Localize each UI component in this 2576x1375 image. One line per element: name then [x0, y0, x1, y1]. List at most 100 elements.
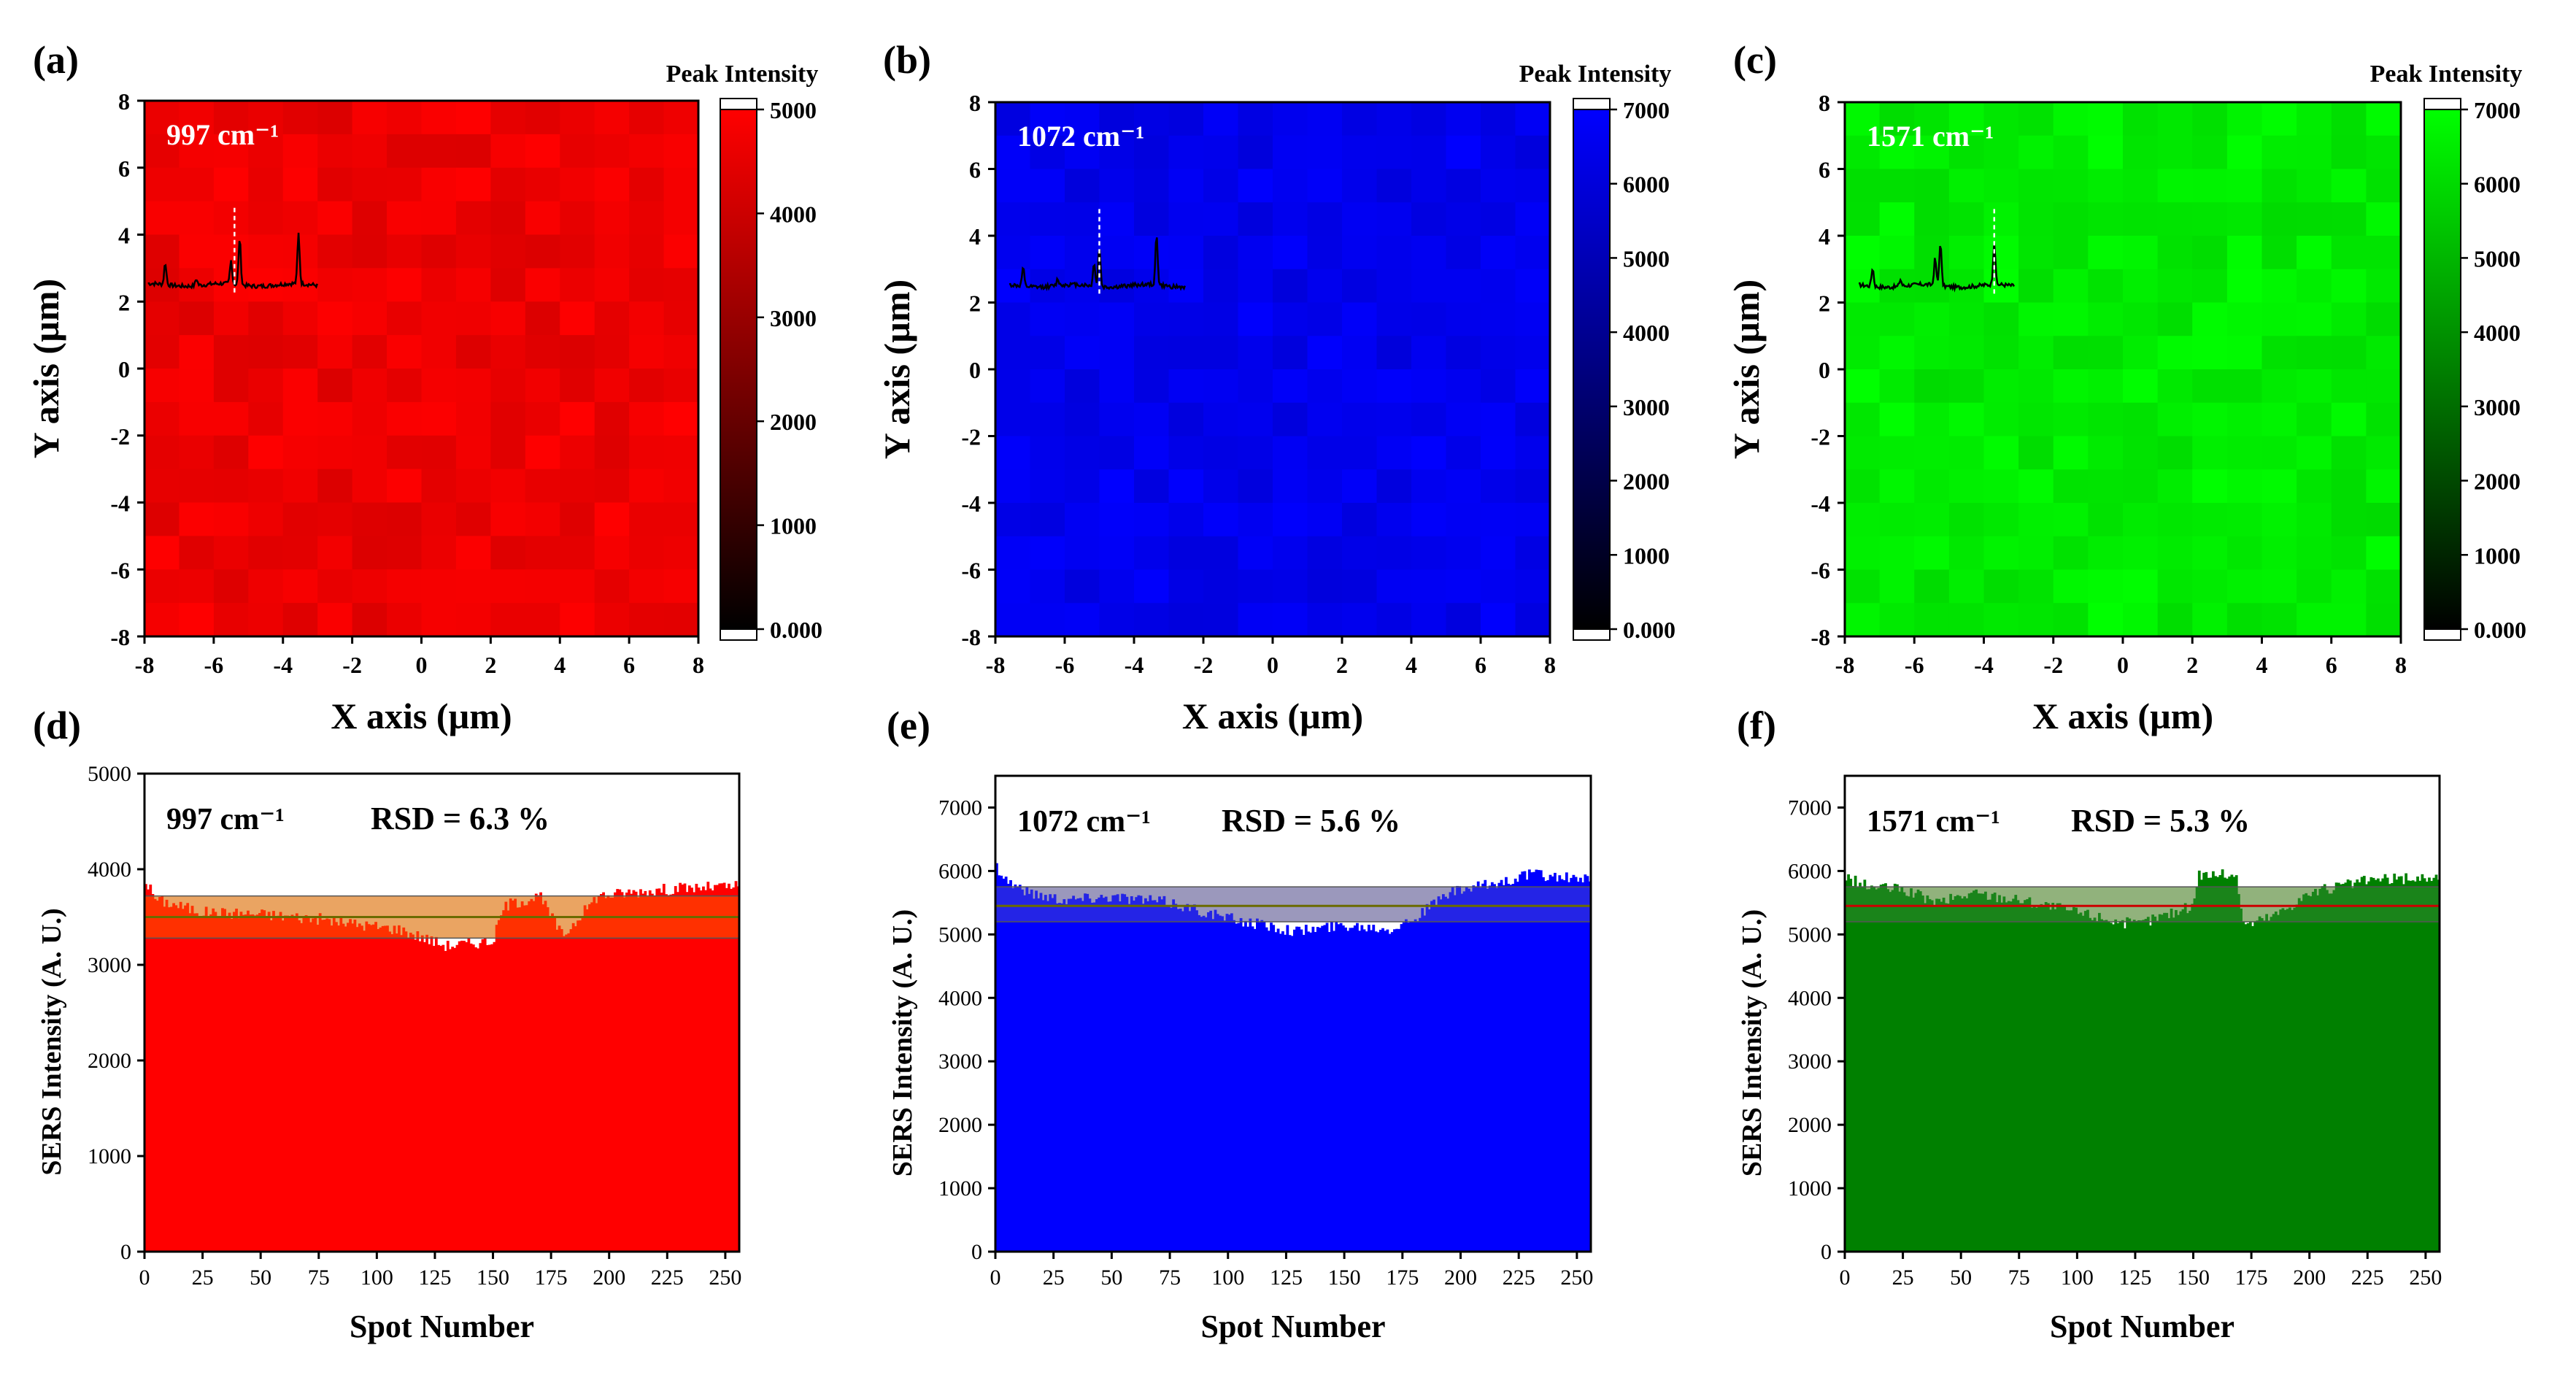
- x-tick-label: 100: [2061, 1266, 2094, 1290]
- heatmap-cell: [282, 569, 318, 604]
- bar: [1349, 928, 1352, 1252]
- heatmap-cell: [2261, 436, 2297, 471]
- bar: [2270, 917, 2273, 1252]
- panel-label: (d): [33, 704, 81, 747]
- heatmap-cell: [2192, 302, 2228, 337]
- bar: [207, 917, 210, 1252]
- bar: [2200, 879, 2203, 1252]
- bar: [363, 931, 366, 1252]
- y-axis-label: SERS Intensity (A. U.): [36, 908, 67, 1175]
- heatmap-cell: [1273, 503, 1308, 537]
- bar: [1912, 897, 1916, 1252]
- heatmap-cell: [1376, 336, 1412, 370]
- heatmap-cell: [1203, 569, 1239, 604]
- bar: [181, 909, 185, 1252]
- bar: [1107, 901, 1110, 1252]
- heatmap-cell: [248, 134, 284, 169]
- bar: [1235, 923, 1238, 1252]
- bar: [1246, 926, 1250, 1252]
- bar: [1947, 904, 1950, 1252]
- heatmap-cell: [2226, 503, 2263, 537]
- bar: [453, 947, 457, 1252]
- bar: [1055, 903, 1059, 1252]
- heatmap-cell: [2261, 202, 2297, 236]
- x-tick-label: 100: [1211, 1266, 1244, 1290]
- bar: [221, 908, 224, 1252]
- heatmap-cell: [1983, 569, 2019, 604]
- bar: [2124, 928, 2126, 1252]
- heatmap-cell: [1342, 169, 1378, 204]
- bar: [1155, 902, 1159, 1252]
- x-tick-label: 50: [250, 1266, 271, 1290]
- heatmap-cell: [2261, 336, 2297, 370]
- heatmap-cell: [1099, 236, 1135, 270]
- heatmap-cell: [1515, 503, 1551, 537]
- bar: [467, 938, 471, 1252]
- bar: [2107, 921, 2110, 1252]
- colorbar-tick-label: 5000: [770, 97, 817, 123]
- heatmap-cell: [2123, 436, 2159, 471]
- heatmap-cell: [2157, 169, 2194, 204]
- heatmap-cell: [1030, 436, 1065, 471]
- heatmap-cell: [2331, 102, 2367, 136]
- heatmap-cell: [663, 603, 699, 637]
- heatmap-cell: [1030, 369, 1065, 404]
- heatmap-cell: [490, 101, 526, 135]
- bar: [1847, 874, 1850, 1252]
- bar: [1468, 888, 1470, 1252]
- heatmap-cell: [1238, 436, 1273, 471]
- heatmap-cell: [1879, 169, 1916, 204]
- y-tick-label: 1000: [88, 1144, 131, 1168]
- bar: [2223, 877, 2226, 1252]
- y-tick-label: 0: [118, 356, 130, 382]
- heatmap-cell: [525, 469, 561, 504]
- colorbar-tick-label: 6000: [2474, 172, 2521, 198]
- bar: [500, 915, 503, 1252]
- bar: [284, 915, 287, 1252]
- heatmap-cell: [1342, 569, 1378, 604]
- heatmap-cell: [2331, 236, 2367, 270]
- bar: [358, 923, 361, 1252]
- bar: [2156, 920, 2159, 1252]
- heatmap-cell: [560, 603, 595, 637]
- heatmap-cell: [1030, 236, 1065, 270]
- heatmap-cell: [2192, 436, 2228, 471]
- y-tick-label: 4: [118, 223, 130, 249]
- heatmap-cell: [387, 335, 423, 369]
- bar: [1200, 917, 1203, 1252]
- heatmap-cell: [455, 401, 492, 436]
- bar: [300, 923, 304, 1252]
- bar: [306, 917, 310, 1252]
- inset-spectrum: [147, 232, 318, 290]
- heatmap-cell: [2366, 469, 2402, 504]
- heatmap-cell: [387, 167, 423, 202]
- heatmap-cell: [1307, 236, 1343, 270]
- bar: [1153, 900, 1157, 1252]
- heatmap-cell: [213, 435, 250, 470]
- heatmap-cell: [1515, 102, 1551, 136]
- bar: [474, 947, 477, 1252]
- y-tick-label: 2000: [88, 1049, 131, 1073]
- bar: [1095, 899, 1098, 1252]
- heatmap-cell: [421, 134, 457, 169]
- bar: [697, 887, 701, 1252]
- colorbar-overflow: [2423, 98, 2461, 110]
- heatmap-cell: [663, 369, 699, 403]
- bar: [1006, 883, 1010, 1252]
- bar: [1362, 929, 1366, 1252]
- heatmap-cell: [995, 402, 1031, 437]
- heatmap-cell: [2053, 169, 2089, 204]
- bar: [602, 892, 605, 1252]
- heatmap-cell: [1411, 236, 1447, 270]
- x-tick-label: -6: [1905, 652, 1924, 678]
- bar: [593, 897, 596, 1252]
- heatmap-cell: [1481, 503, 1516, 537]
- heatmap-cell: [2261, 236, 2297, 270]
- heatmap-cell: [455, 234, 492, 269]
- heatmap-cell: [317, 401, 353, 436]
- heatmap-cell: [179, 435, 215, 470]
- heatmap-cell: [179, 268, 215, 303]
- heatmap-cell: [2226, 169, 2263, 204]
- heatmap-cell: [1845, 302, 1881, 337]
- heatmap-cell: [490, 435, 526, 470]
